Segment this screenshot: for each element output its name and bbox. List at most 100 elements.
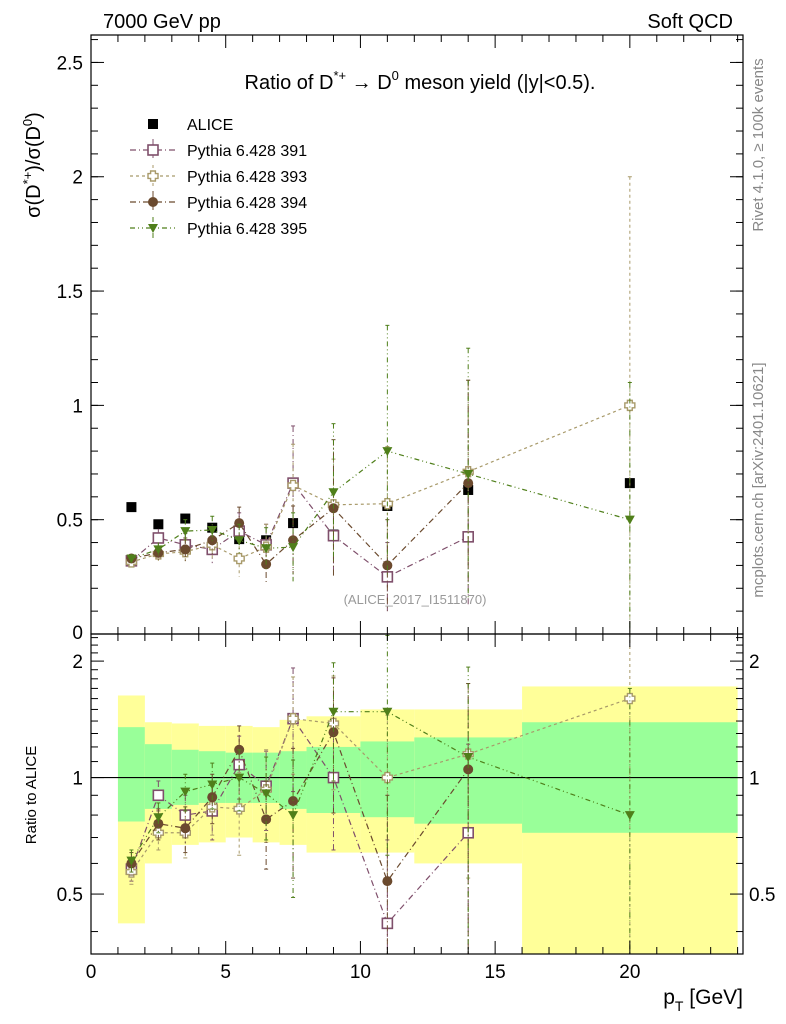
ratio-frame — [90, 633, 744, 955]
ratio-series-pythia-6-428-395 — [126, 634, 635, 955]
data-point — [328, 488, 339, 498]
series-line — [130, 717, 469, 925]
data-point — [233, 803, 245, 815]
data-point — [287, 712, 299, 725]
data-point — [207, 780, 218, 790]
ratio-axis-ticks: 0.5 0.51 12 20 5 10 15 20 — [57, 634, 775, 983]
data-point — [288, 543, 299, 553]
x-tick-label: 20 — [619, 962, 640, 983]
data-point — [207, 525, 218, 535]
data-point — [234, 518, 245, 529]
data-point — [382, 876, 393, 887]
legend-marker — [147, 144, 159, 156]
y-tick-label: 0.5 — [57, 511, 83, 532]
x-axis-label: pT [GeV] — [663, 986, 743, 1014]
series-line — [130, 730, 469, 883]
legend-item-pythia-6-428-391: Pythia 6.428 391 — [130, 139, 307, 161]
data-point — [126, 856, 137, 866]
data-point — [126, 502, 137, 513]
legend-item-pythia-6-428-393: Pythia 6.428 393 — [130, 165, 307, 187]
main-data-layer — [125, 176, 636, 634]
data-point — [126, 554, 137, 564]
data-point — [382, 707, 393, 717]
series-pythia-6-428-394 — [126, 379, 474, 612]
legend-label: Pythia 6.428 394 — [187, 195, 307, 212]
data-point — [328, 707, 339, 717]
data-point — [152, 532, 165, 544]
main-axis-ticks: 0.5 1 1.5 2 2.5 0 — [57, 35, 743, 644]
legend-marker — [148, 224, 158, 233]
data-point — [624, 811, 635, 821]
data-point — [261, 544, 272, 554]
y-tick-label: 2.5 — [57, 53, 83, 74]
data-point — [233, 552, 245, 565]
data-point — [180, 527, 191, 537]
y-tick-label: 2 — [72, 168, 83, 189]
data-point — [288, 811, 299, 821]
legend-label: Pythia 6.428 395 — [187, 221, 307, 238]
data-point — [463, 478, 474, 489]
data-point — [382, 447, 393, 457]
data-point — [463, 753, 474, 763]
data-point — [261, 814, 272, 825]
data-point — [234, 773, 245, 783]
main-panel: (ALICE_2017_I1511870) 0.5 1 1.5 2 2.5 0 Ratio… — [20, 34, 744, 644]
energy-label: 7000 GeV pp — [103, 11, 221, 33]
x-tick-label: 5 — [220, 962, 231, 983]
y-tick-label-right: 1 — [749, 769, 760, 790]
analysis-label: (ALICE_2017_I1511870) — [344, 592, 487, 607]
series-line — [131, 450, 631, 560]
y-tick-label-right: 0.5 — [749, 885, 775, 906]
legend-item-pythia-6-428-395: Pythia 6.428 395 — [130, 217, 307, 239]
x-tick-label: 10 — [350, 962, 371, 983]
legend-item-alice: ALICE — [148, 117, 233, 134]
data-point — [381, 771, 394, 784]
legend-label: Pythia 6.428 393 — [187, 169, 307, 186]
data-point — [153, 545, 164, 555]
y-tick-label: 0 — [72, 623, 83, 644]
data-point — [624, 515, 635, 525]
legend-label: ALICE — [187, 117, 233, 134]
legend: ALICE Pythia 6.428 391 Pythia 6.428 393 Pyt… — [130, 117, 307, 239]
y-tick-label: 1.5 — [57, 282, 83, 303]
ratio-data-layer — [125, 633, 636, 955]
inner-band — [117, 727, 145, 822]
data-point — [153, 813, 164, 823]
rivet-label: Rivet 4.1.0, ≥ 100k events — [750, 58, 767, 231]
y-tick-label-right: 2 — [749, 652, 760, 673]
data-point — [152, 789, 165, 802]
series-pythia-6-428-391 — [125, 425, 474, 612]
data-point — [180, 787, 191, 797]
data-point — [234, 536, 245, 546]
y-tick-label: 1 — [72, 769, 83, 790]
series-pythia-6-428-395 — [126, 324, 635, 634]
data-point — [463, 764, 474, 775]
data-point — [180, 823, 191, 834]
series-line — [131, 404, 631, 563]
y-tick-label: 2 — [72, 652, 83, 673]
y-tick-label: 0.5 — [57, 885, 83, 906]
x-tick-label: 0 — [86, 962, 97, 983]
legend-item-pythia-6-428-394: Pythia 6.428 394 — [130, 191, 307, 213]
legend-marker — [148, 119, 158, 129]
series-pythia-6-428-393 — [125, 176, 636, 634]
mcplots-label: mcplots.cern.ch [arXiv:2401.10621] — [750, 362, 767, 597]
data-point — [624, 692, 636, 705]
ratio-y-axis-label: Ratio to ALICE — [23, 746, 40, 844]
series-alice — [126, 478, 635, 546]
y-tick-label: 1 — [72, 396, 83, 417]
main-y-axis-label: σ(D*+)/σ(D0) — [20, 112, 45, 218]
process-label: Soft QCD — [647, 11, 733, 33]
data-point — [624, 399, 636, 412]
legend-label: Pythia 6.428 391 — [187, 143, 307, 160]
data-point — [463, 469, 474, 479]
legend-marker — [148, 197, 158, 207]
ratio-panel: 0.5 0.51 12 20 5 10 15 20 Ratio to ALICE pT [Ge… — [23, 633, 775, 1014]
data-point — [180, 544, 191, 555]
x-tick-label: 15 — [485, 962, 506, 983]
plot-title: Ratio of D*+ → D0 meson yield (|y|<0.5). — [245, 68, 596, 94]
data-point — [153, 519, 164, 530]
data-point — [206, 801, 218, 813]
legend-marker — [147, 170, 159, 182]
